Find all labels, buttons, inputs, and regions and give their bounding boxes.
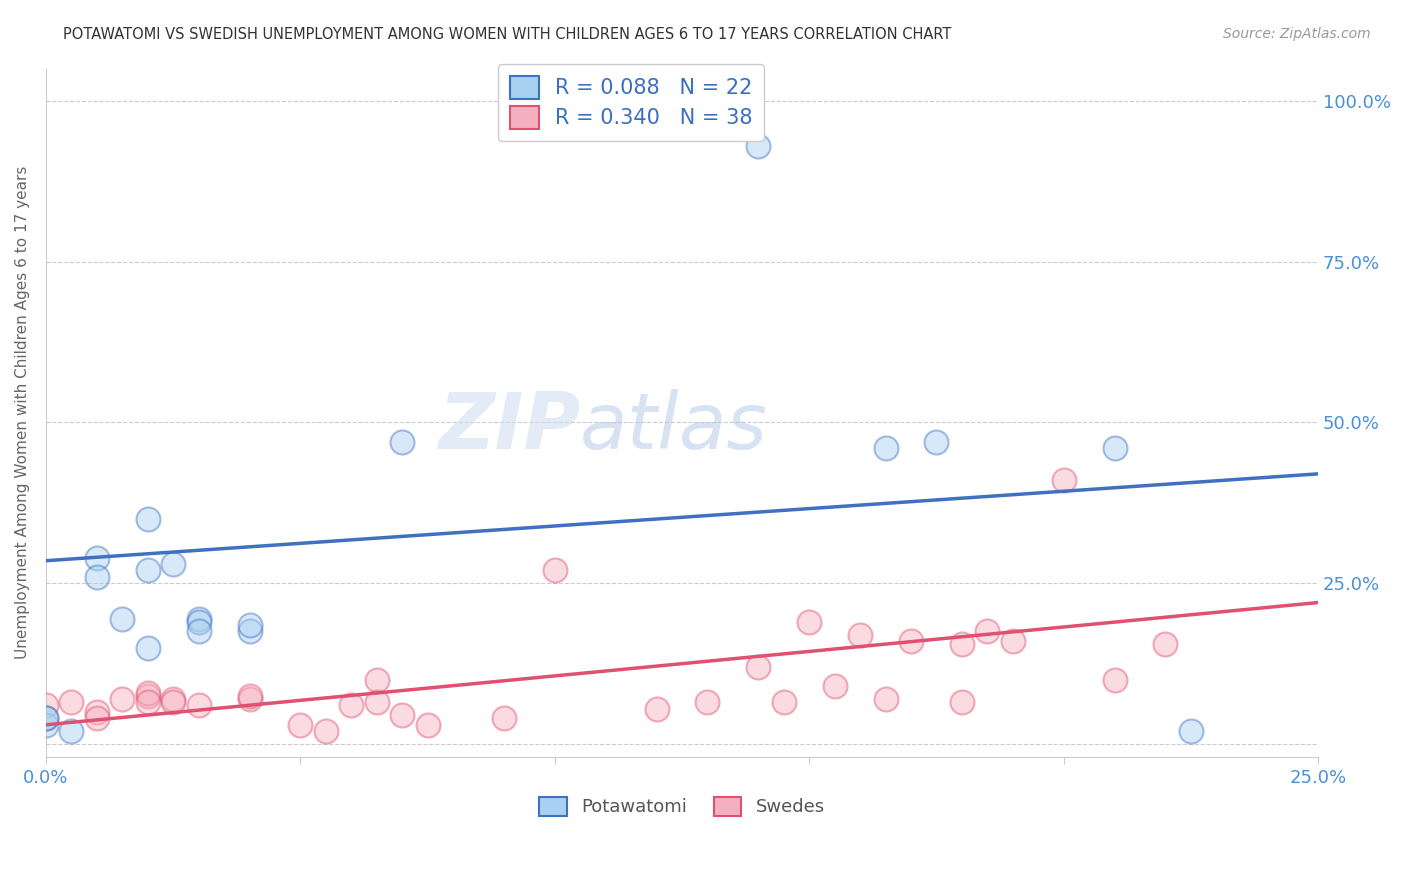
Point xyxy=(900,634,922,648)
Point xyxy=(645,702,668,716)
Text: atlas: atlas xyxy=(581,389,768,465)
Point xyxy=(1053,473,1076,487)
Point xyxy=(86,550,108,565)
Point xyxy=(136,563,159,577)
Point xyxy=(1001,634,1024,648)
Point xyxy=(950,695,973,709)
Point xyxy=(492,711,515,725)
Point xyxy=(111,612,134,626)
Point xyxy=(187,624,209,639)
Y-axis label: Unemployment Among Women with Children Ages 6 to 17 years: Unemployment Among Women with Children A… xyxy=(15,166,30,659)
Point xyxy=(238,624,260,639)
Text: ZIP: ZIP xyxy=(439,389,581,465)
Point xyxy=(391,708,413,723)
Point xyxy=(824,679,846,693)
Point xyxy=(162,695,184,709)
Point xyxy=(1104,673,1126,687)
Point xyxy=(696,695,718,709)
Point xyxy=(238,689,260,703)
Point xyxy=(162,692,184,706)
Point xyxy=(976,624,998,639)
Point xyxy=(950,637,973,651)
Point xyxy=(772,695,794,709)
Point xyxy=(60,695,83,709)
Point xyxy=(391,434,413,449)
Point xyxy=(136,695,159,709)
Point xyxy=(35,698,58,713)
Point xyxy=(366,695,388,709)
Point xyxy=(290,718,312,732)
Point xyxy=(416,718,439,732)
Point xyxy=(315,724,337,739)
Point xyxy=(86,705,108,719)
Point xyxy=(136,512,159,526)
Legend: Potawatomi, Swedes: Potawatomi, Swedes xyxy=(533,789,832,823)
Point xyxy=(849,628,872,642)
Point xyxy=(544,563,567,577)
Text: POTAWATOMI VS SWEDISH UNEMPLOYMENT AMONG WOMEN WITH CHILDREN AGES 6 TO 17 YEARS : POTAWATOMI VS SWEDISH UNEMPLOYMENT AMONG… xyxy=(63,27,952,42)
Point xyxy=(875,441,897,455)
Point xyxy=(35,718,58,732)
Point xyxy=(187,612,209,626)
Point xyxy=(86,570,108,584)
Point xyxy=(238,618,260,632)
Point xyxy=(111,692,134,706)
Point xyxy=(187,615,209,629)
Point xyxy=(1180,724,1202,739)
Point xyxy=(60,724,83,739)
Point xyxy=(86,711,108,725)
Point xyxy=(238,692,260,706)
Point xyxy=(1104,441,1126,455)
Point xyxy=(1154,637,1177,651)
Point xyxy=(162,557,184,571)
Point xyxy=(136,685,159,699)
Point xyxy=(747,138,769,153)
Point xyxy=(747,660,769,674)
Point xyxy=(366,673,388,687)
Point xyxy=(799,615,821,629)
Point xyxy=(875,692,897,706)
Point xyxy=(925,434,948,449)
Point xyxy=(136,640,159,655)
Point xyxy=(35,711,58,725)
Point xyxy=(136,689,159,703)
Point xyxy=(340,698,363,713)
Point xyxy=(187,698,209,713)
Point xyxy=(35,711,58,725)
Text: Source: ZipAtlas.com: Source: ZipAtlas.com xyxy=(1223,27,1371,41)
